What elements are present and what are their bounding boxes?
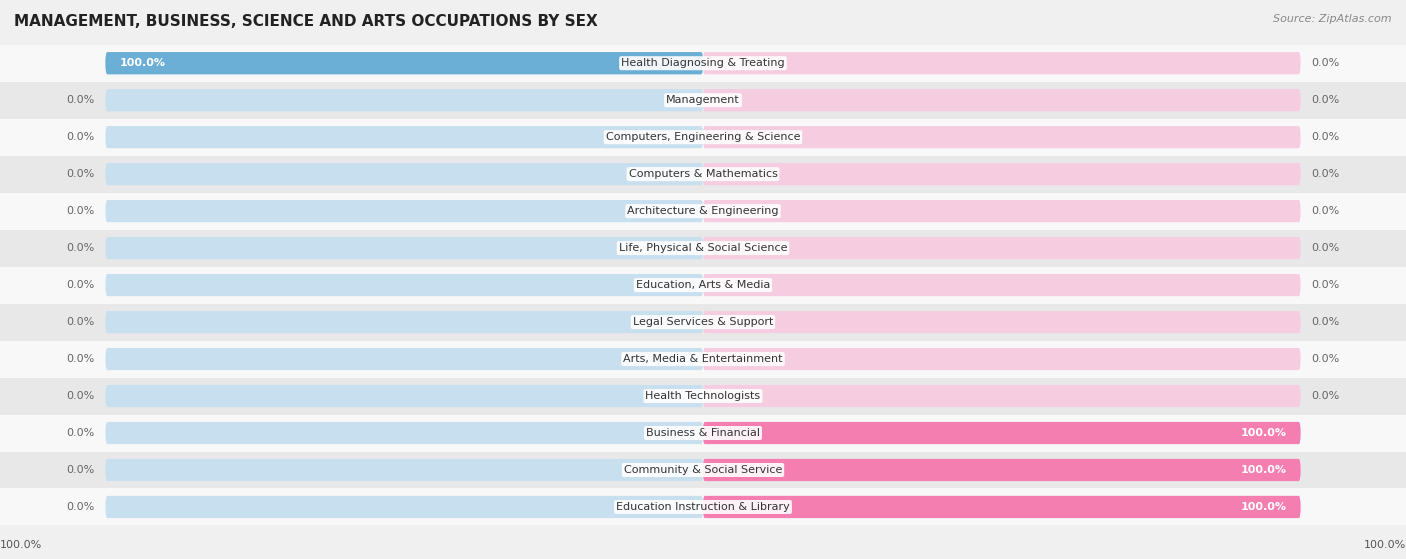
Bar — [0, 304, 1406, 340]
Text: 0.0%: 0.0% — [1312, 317, 1340, 327]
Text: MANAGEMENT, BUSINESS, SCIENCE AND ARTS OCCUPATIONS BY SEX: MANAGEMENT, BUSINESS, SCIENCE AND ARTS O… — [14, 14, 598, 29]
Text: 0.0%: 0.0% — [66, 391, 94, 401]
FancyBboxPatch shape — [703, 237, 1301, 259]
Text: Legal Services & Support: Legal Services & Support — [633, 317, 773, 327]
Text: 0.0%: 0.0% — [1312, 243, 1340, 253]
FancyBboxPatch shape — [703, 459, 1301, 481]
Text: 0.0%: 0.0% — [66, 317, 94, 327]
Text: 0.0%: 0.0% — [66, 206, 94, 216]
Text: 100.0%: 100.0% — [1240, 502, 1286, 512]
FancyBboxPatch shape — [105, 348, 703, 370]
Text: 0.0%: 0.0% — [1312, 280, 1340, 290]
FancyBboxPatch shape — [105, 126, 703, 148]
Text: 0.0%: 0.0% — [1312, 169, 1340, 179]
FancyBboxPatch shape — [105, 237, 703, 259]
Text: 100.0%: 100.0% — [0, 539, 42, 549]
FancyBboxPatch shape — [105, 385, 703, 407]
Text: Health Technologists: Health Technologists — [645, 391, 761, 401]
Bar — [0, 340, 1406, 377]
Text: 0.0%: 0.0% — [1312, 391, 1340, 401]
FancyBboxPatch shape — [703, 163, 1301, 185]
FancyBboxPatch shape — [703, 89, 1301, 111]
FancyBboxPatch shape — [703, 348, 1301, 370]
Text: 100.0%: 100.0% — [1364, 539, 1406, 549]
Text: 0.0%: 0.0% — [1312, 132, 1340, 142]
FancyBboxPatch shape — [105, 163, 703, 185]
Bar — [0, 82, 1406, 119]
Bar — [0, 230, 1406, 267]
FancyBboxPatch shape — [703, 126, 1301, 148]
Text: 0.0%: 0.0% — [66, 280, 94, 290]
Text: 100.0%: 100.0% — [1240, 428, 1286, 438]
Text: Community & Social Service: Community & Social Service — [624, 465, 782, 475]
Text: 0.0%: 0.0% — [1312, 206, 1340, 216]
Bar — [0, 489, 1406, 525]
Text: 0.0%: 0.0% — [66, 95, 94, 105]
FancyBboxPatch shape — [703, 496, 1301, 518]
Bar — [0, 119, 1406, 155]
FancyBboxPatch shape — [703, 311, 1301, 333]
Bar — [0, 377, 1406, 415]
Text: Management: Management — [666, 95, 740, 105]
FancyBboxPatch shape — [105, 459, 703, 481]
Bar — [0, 155, 1406, 193]
Text: 0.0%: 0.0% — [66, 354, 94, 364]
FancyBboxPatch shape — [703, 422, 1301, 444]
FancyBboxPatch shape — [703, 274, 1301, 296]
Text: Architecture & Engineering: Architecture & Engineering — [627, 206, 779, 216]
Text: 0.0%: 0.0% — [66, 502, 94, 512]
FancyBboxPatch shape — [703, 422, 1301, 444]
Text: 0.0%: 0.0% — [1312, 58, 1340, 68]
FancyBboxPatch shape — [703, 52, 1301, 74]
Text: Computers & Mathematics: Computers & Mathematics — [628, 169, 778, 179]
Text: Source: ZipAtlas.com: Source: ZipAtlas.com — [1274, 14, 1392, 24]
FancyBboxPatch shape — [703, 385, 1301, 407]
FancyBboxPatch shape — [105, 89, 703, 111]
FancyBboxPatch shape — [703, 496, 1301, 518]
FancyBboxPatch shape — [105, 52, 703, 74]
Text: Education Instruction & Library: Education Instruction & Library — [616, 502, 790, 512]
Text: 0.0%: 0.0% — [66, 132, 94, 142]
Text: 0.0%: 0.0% — [66, 169, 94, 179]
Text: 0.0%: 0.0% — [66, 428, 94, 438]
FancyBboxPatch shape — [105, 422, 703, 444]
Text: 0.0%: 0.0% — [1312, 95, 1340, 105]
Bar — [0, 267, 1406, 304]
Text: Arts, Media & Entertainment: Arts, Media & Entertainment — [623, 354, 783, 364]
Text: 0.0%: 0.0% — [66, 243, 94, 253]
Text: 0.0%: 0.0% — [66, 465, 94, 475]
FancyBboxPatch shape — [105, 311, 703, 333]
Bar — [0, 45, 1406, 82]
Text: 100.0%: 100.0% — [1240, 465, 1286, 475]
FancyBboxPatch shape — [703, 200, 1301, 222]
Text: 100.0%: 100.0% — [120, 58, 166, 68]
Bar — [0, 193, 1406, 230]
Text: 0.0%: 0.0% — [1312, 354, 1340, 364]
FancyBboxPatch shape — [105, 200, 703, 222]
Bar — [0, 415, 1406, 452]
Bar — [0, 452, 1406, 489]
Text: Life, Physical & Social Science: Life, Physical & Social Science — [619, 243, 787, 253]
FancyBboxPatch shape — [105, 52, 703, 74]
FancyBboxPatch shape — [105, 496, 703, 518]
Text: Education, Arts & Media: Education, Arts & Media — [636, 280, 770, 290]
FancyBboxPatch shape — [105, 274, 703, 296]
FancyBboxPatch shape — [703, 459, 1301, 481]
Text: Computers, Engineering & Science: Computers, Engineering & Science — [606, 132, 800, 142]
Text: Business & Financial: Business & Financial — [645, 428, 761, 438]
Text: Health Diagnosing & Treating: Health Diagnosing & Treating — [621, 58, 785, 68]
